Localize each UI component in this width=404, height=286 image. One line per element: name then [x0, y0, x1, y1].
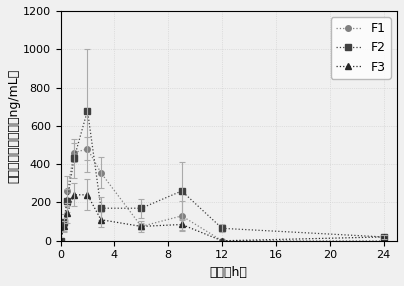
F2 [61, 220, 66, 223]
F1 [99, 171, 103, 174]
F1 [65, 189, 70, 193]
X-axis label: 时间（h）: 时间（h） [210, 266, 248, 279]
F1 [139, 225, 144, 228]
F1 [72, 151, 76, 154]
F3 [220, 239, 225, 243]
Line: F1: F1 [58, 146, 386, 244]
F2 [220, 227, 225, 230]
F2 [58, 239, 63, 243]
F3 [72, 193, 76, 196]
F3 [65, 211, 70, 215]
F2 [99, 206, 103, 210]
Line: F3: F3 [58, 192, 386, 244]
F1 [179, 214, 184, 218]
F3 [61, 225, 66, 228]
F1 [58, 239, 63, 243]
Legend: F1, F2, F3: F1, F2, F3 [331, 17, 391, 79]
F2 [65, 199, 70, 202]
F1 [220, 239, 225, 243]
F2 [72, 157, 76, 160]
F2 [85, 109, 90, 112]
F3 [99, 218, 103, 221]
F3 [179, 223, 184, 226]
F1 [85, 147, 90, 150]
F3 [58, 239, 63, 243]
F2 [381, 235, 386, 239]
Y-axis label: 紫杉醇血浆中浓度（ng/mL）: 紫杉醇血浆中浓度（ng/mL） [7, 69, 20, 183]
F3 [381, 235, 386, 239]
F2 [139, 206, 144, 210]
Line: F2: F2 [58, 108, 386, 244]
F1 [381, 239, 386, 243]
F3 [85, 193, 90, 196]
F1 [61, 224, 66, 227]
F2 [179, 189, 184, 193]
F3 [139, 225, 144, 228]
